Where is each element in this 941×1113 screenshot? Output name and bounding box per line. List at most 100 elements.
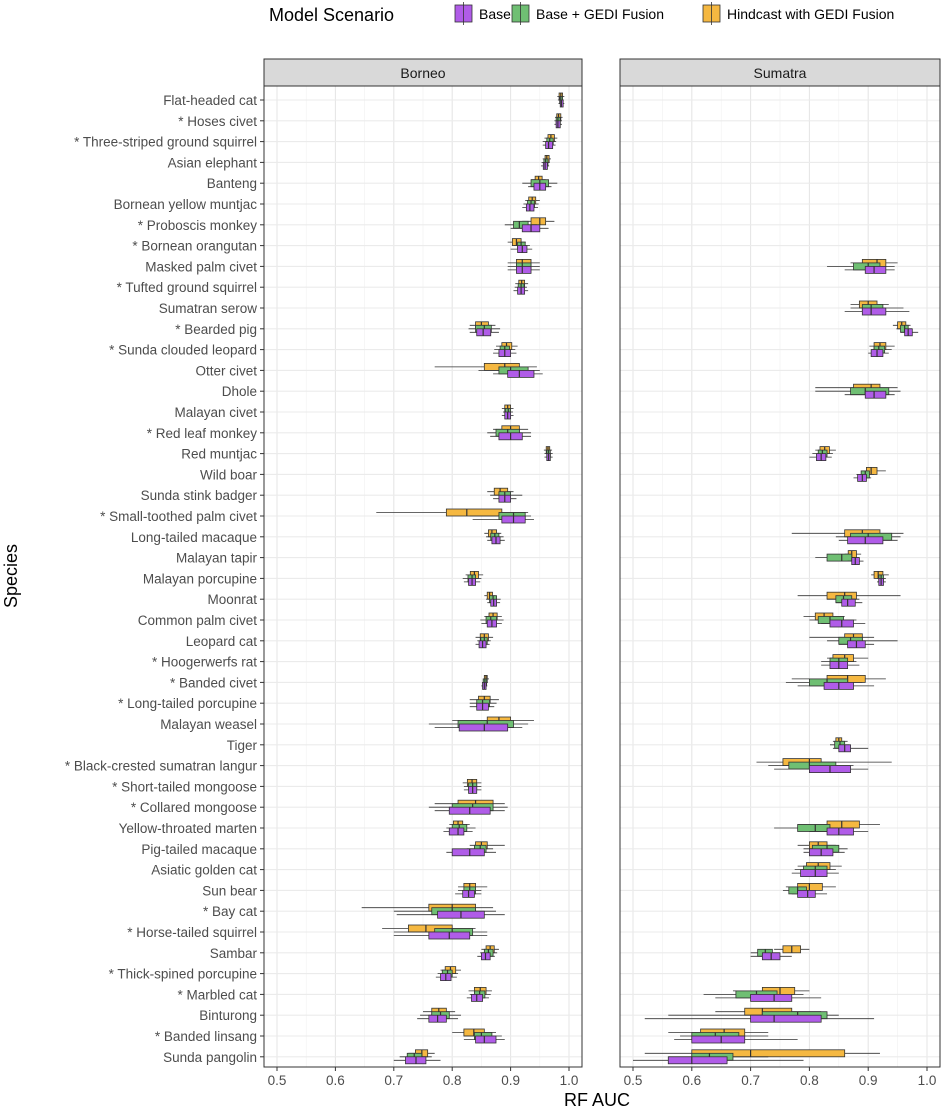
box-b [844,390,895,399]
x-tick-label: 0.8 [800,1073,819,1088]
box-b [522,203,539,212]
box-b [544,453,553,462]
box-b [540,161,550,170]
species-label: Yellow-throated marten [119,821,257,836]
box-b [490,432,532,441]
x-tick-label: 1.0 [918,1073,937,1088]
box-b [472,515,534,524]
species-label: * Banded civet [170,675,257,690]
box-b [501,411,514,420]
box-b [513,286,529,295]
species-label: * Bornean orangutan [132,239,257,254]
box [841,598,856,607]
species-label: Tiger [227,738,258,753]
species-label: * Black-crested sumatran langur [65,759,258,774]
strip-label: Sumatra [754,65,807,81]
strip [619,58,941,87]
box-b [750,952,792,961]
legend: Model Scenario Base Base + GEDI Fusion Hin… [269,2,894,25]
species-label: * Proboscis monkey [138,218,258,233]
species-label: Malayan civet [174,405,257,420]
box-b [510,224,549,233]
box-b [542,141,556,150]
box-b [835,598,863,607]
box-b [844,265,895,274]
x-tick-label: 0.5 [268,1073,287,1088]
box-b [469,702,495,711]
box-b [396,910,505,919]
box-b [791,869,839,877]
x-tick-label: 0.9 [859,1073,878,1088]
box-b [507,265,540,274]
box-b [791,890,828,898]
legend-entry: Base [454,2,511,25]
box [864,390,887,399]
box [451,848,485,857]
species-label: * Red leaf monkey [147,426,258,441]
box-b [434,806,505,815]
box [530,217,547,226]
box [826,553,853,562]
box-b [821,661,860,669]
species-label: Bornean yellow muntjac [114,197,258,212]
legend-label: Base + GEDI Fusion [536,6,664,22]
x-tick-label: 0.7 [384,1073,403,1088]
species-label: Pig-tailed macaque [141,842,257,857]
box-b [463,1035,505,1044]
species-label: * Sunda clouded leopard [109,343,257,358]
box-b [838,536,898,545]
box-b [809,827,869,836]
species-label: Moonrat [207,592,257,607]
species-label: Red muntjac [181,447,257,462]
species-label: Banteng [207,176,257,191]
species-label: Asian elephant [168,155,258,170]
box [800,869,828,877]
box [475,1035,497,1044]
species-label: Binturong [199,1008,257,1023]
box-b [417,1014,459,1023]
species-label: Malayan porcupine [143,571,257,586]
box-b [475,640,490,649]
box-b [809,453,832,462]
box-b [554,120,562,129]
species-label: Sun bear [202,883,257,898]
box-b [443,827,473,836]
box-b [821,619,866,628]
strip-label: Borneo [400,65,445,81]
box [750,994,793,1002]
legend-label: Hindcast with GEDI Fusion [727,6,894,22]
box [448,827,465,836]
species-label: Wild boar [200,467,258,482]
box [507,369,535,378]
x-axis-title: RF AUC [564,1090,630,1110]
box-b [877,578,886,586]
species-label: Otter civet [195,363,257,378]
species-label: Common palm civet [138,613,258,628]
box-b [558,99,565,108]
box [445,508,503,517]
species-label: * Long-tailed porcupine [118,696,257,711]
legend-title: Model Scenario [269,5,394,25]
species-label: Malayan tapir [176,551,258,566]
box-b [481,682,488,690]
box [750,1014,822,1023]
species-label: Malayan weasel [160,717,257,732]
box-b [853,473,872,482]
box-b [832,744,869,753]
box-b [393,931,488,940]
species-label: * Banded linsang [155,1029,257,1044]
box-b [477,952,495,961]
species-label: Sambar [210,946,258,961]
box-b [463,786,482,794]
box-b [493,369,543,378]
species-label: * Short-tailed mongoose [112,779,257,794]
species-label: * Bearded pig [175,322,257,337]
box-b [446,848,496,857]
box [826,820,860,829]
panel-borneo: Borneo 0.5 0.6 0.7 0.8 0.9 1.0 [263,58,583,1088]
box [797,890,816,898]
box-b [434,723,523,732]
box-b [393,1056,441,1065]
box [691,1035,746,1044]
